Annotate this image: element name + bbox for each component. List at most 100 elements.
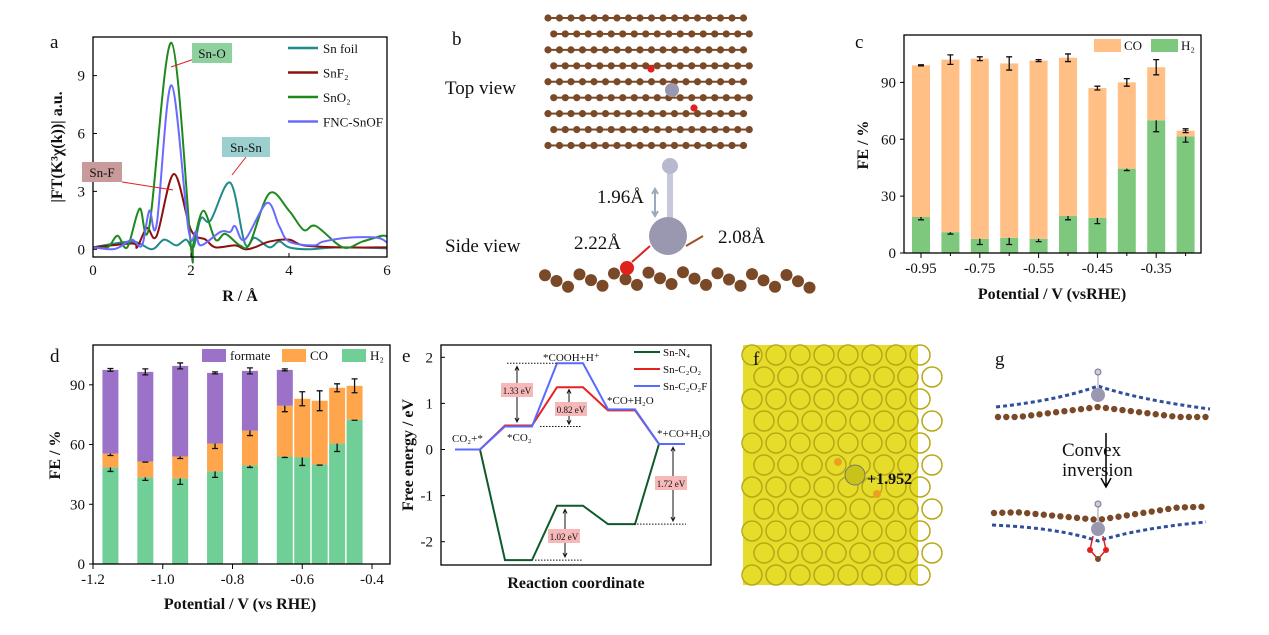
- carbon-atom: [1131, 510, 1139, 518]
- lattice-ring: [765, 476, 787, 498]
- sn-atom: [844, 464, 866, 486]
- side-view-structure: [539, 158, 816, 294]
- y-axis-label: FE / %: [855, 121, 872, 170]
- carbon-atom: [803, 281, 816, 294]
- carbon-atom: [619, 273, 632, 286]
- lattice-ring: [849, 410, 871, 432]
- annotation-label: Sn-O: [198, 46, 225, 61]
- carbon-atom: [659, 141, 667, 150]
- distance-arrow: [685, 235, 704, 247]
- carbon-atom: [590, 78, 598, 86]
- lattice-ring: [873, 542, 895, 564]
- annotation-arrow: [231, 156, 247, 176]
- side-view-label: Side view: [445, 236, 521, 257]
- bar-CO--0.45: [1088, 88, 1107, 218]
- x-tick-label: 6: [383, 263, 391, 279]
- carbon-atom: [716, 110, 725, 118]
- carbon-atom: [682, 110, 690, 118]
- bar-CO--0.75: [241, 430, 258, 466]
- carbon-atom: [1144, 409, 1151, 417]
- carbon-atom: [653, 94, 661, 102]
- bader-charge-label: +1.952: [867, 471, 912, 488]
- carbon-atom: [792, 275, 804, 288]
- bar-H₂--0.40: [1117, 168, 1136, 253]
- lattice-ring: [885, 564, 907, 586]
- error-bar: [299, 391, 306, 407]
- bar-formate--0.75: [241, 370, 258, 431]
- x-tick-label: -0.55: [1023, 261, 1054, 277]
- legend-swatch: [282, 349, 306, 362]
- carbon-atom: [601, 78, 610, 86]
- carbon-atom: [699, 30, 707, 38]
- x-tick-label: -1.0: [151, 572, 175, 588]
- caption-line: inversion: [1062, 460, 1133, 481]
- lattice-ring: [825, 366, 847, 388]
- lattice-ring: [873, 454, 895, 476]
- carbon-atom: [688, 125, 696, 134]
- carbon-atom: [653, 30, 661, 38]
- carbon-atom: [665, 62, 673, 70]
- carbon-atom: [682, 14, 690, 22]
- lattice-ring: [909, 476, 931, 498]
- lattice-ring: [765, 388, 787, 410]
- carbon-atom: [1073, 514, 1081, 522]
- gap-box: [548, 529, 580, 543]
- x-axis-label: Potential / V (vs RHE): [164, 596, 316, 613]
- f-atom: [1094, 500, 1102, 508]
- bar-CO--0.30: [1176, 130, 1195, 137]
- gap-label: 1.33 eV: [503, 386, 532, 396]
- bar-H₂--0.75: [241, 465, 258, 564]
- lattice-ring: [825, 498, 847, 520]
- series-line-SnO₂: [92, 41, 388, 264]
- legend-label: FNC-SnOF: [323, 115, 383, 130]
- x-axis-label: Reaction coordinate: [507, 575, 644, 592]
- carbon-atom: [734, 62, 742, 70]
- lattice-ring: [897, 542, 919, 564]
- carbon-atom: [647, 46, 656, 54]
- annotation-label: Sn-Sn: [230, 140, 262, 155]
- bar-H₂--0.65: [276, 456, 293, 564]
- carbon-atom: [716, 46, 725, 54]
- legend-label: Sn foil: [323, 41, 358, 56]
- legend-label: formate: [230, 348, 271, 363]
- carbon-atom: [539, 269, 551, 282]
- carbon-atom: [1065, 513, 1072, 521]
- lattice-ring: [873, 366, 895, 388]
- lattice-ring: [813, 388, 835, 410]
- lattice-ring: [837, 344, 859, 366]
- panel-label-g: g: [995, 349, 1005, 370]
- lattice-ring: [861, 432, 883, 454]
- panel-label-e: e: [402, 346, 410, 367]
- legend-swatch: [342, 349, 366, 362]
- x-tick-label: 2: [187, 263, 195, 279]
- error-bar: [1182, 128, 1189, 134]
- lattice-ring: [765, 564, 787, 586]
- bar-H₂--0.95: [172, 478, 189, 564]
- carbon-atom: [561, 125, 569, 134]
- carbon-atom: [745, 94, 753, 102]
- carbon-atom: [636, 78, 644, 86]
- lattice-ring: [837, 432, 859, 454]
- oxygen-atom: [873, 490, 881, 498]
- error-bar: [1065, 53, 1071, 63]
- carbon-atom: [596, 30, 604, 38]
- bar-H₂--0.95: [912, 216, 930, 253]
- y-tick-label: 0: [889, 246, 897, 262]
- carbon-atom: [1111, 405, 1118, 413]
- carbon-atom: [722, 30, 730, 38]
- carbon-atom: [567, 141, 575, 150]
- sn-atom: [649, 217, 687, 255]
- carbon-atom: [647, 78, 656, 86]
- carbon-atom: [1169, 413, 1176, 420]
- lattice-ring: [753, 498, 775, 520]
- oxygen-atom: [690, 104, 698, 112]
- carbon-atom: [647, 141, 656, 150]
- carbon-atom: [624, 110, 633, 118]
- carbon-atom: [590, 14, 598, 22]
- bar-CO--0.95: [172, 456, 189, 479]
- y-tick-label: 60: [70, 438, 85, 454]
- carbon-atom: [653, 62, 661, 70]
- carbon-atom: [619, 125, 627, 134]
- y-tick-label: 3: [78, 184, 86, 200]
- carbon-atom: [745, 30, 753, 38]
